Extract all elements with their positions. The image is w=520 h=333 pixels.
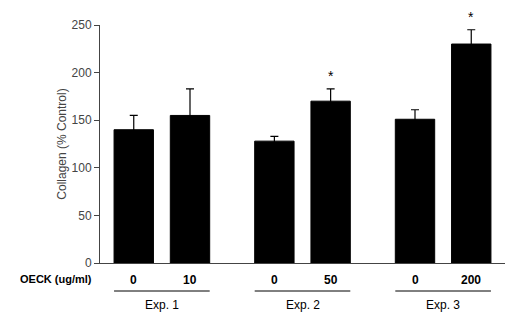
svg-text:100: 100: [72, 161, 92, 175]
svg-text:50: 50: [324, 273, 338, 287]
svg-text:50: 50: [78, 209, 92, 223]
svg-text:0: 0: [271, 273, 278, 287]
svg-text:Exp. 1: Exp. 1: [145, 298, 179, 312]
svg-text:Exp. 2: Exp. 2: [286, 298, 320, 312]
svg-text:Collagen (% Control): Collagen (% Control): [55, 88, 69, 199]
svg-text:*: *: [328, 68, 334, 84]
svg-text:10: 10: [183, 273, 197, 287]
svg-text:0: 0: [85, 256, 92, 270]
svg-text:200: 200: [461, 273, 481, 287]
svg-text:*: *: [468, 9, 474, 25]
svg-text:250: 250: [72, 18, 92, 32]
svg-text:200: 200: [72, 66, 92, 80]
svg-text:OECK (ug/ml): OECK (ug/ml): [20, 273, 92, 285]
svg-text:0: 0: [130, 273, 137, 287]
svg-text:Exp. 3: Exp. 3: [426, 298, 460, 312]
svg-text:150: 150: [72, 113, 92, 127]
svg-text:0: 0: [412, 273, 419, 287]
